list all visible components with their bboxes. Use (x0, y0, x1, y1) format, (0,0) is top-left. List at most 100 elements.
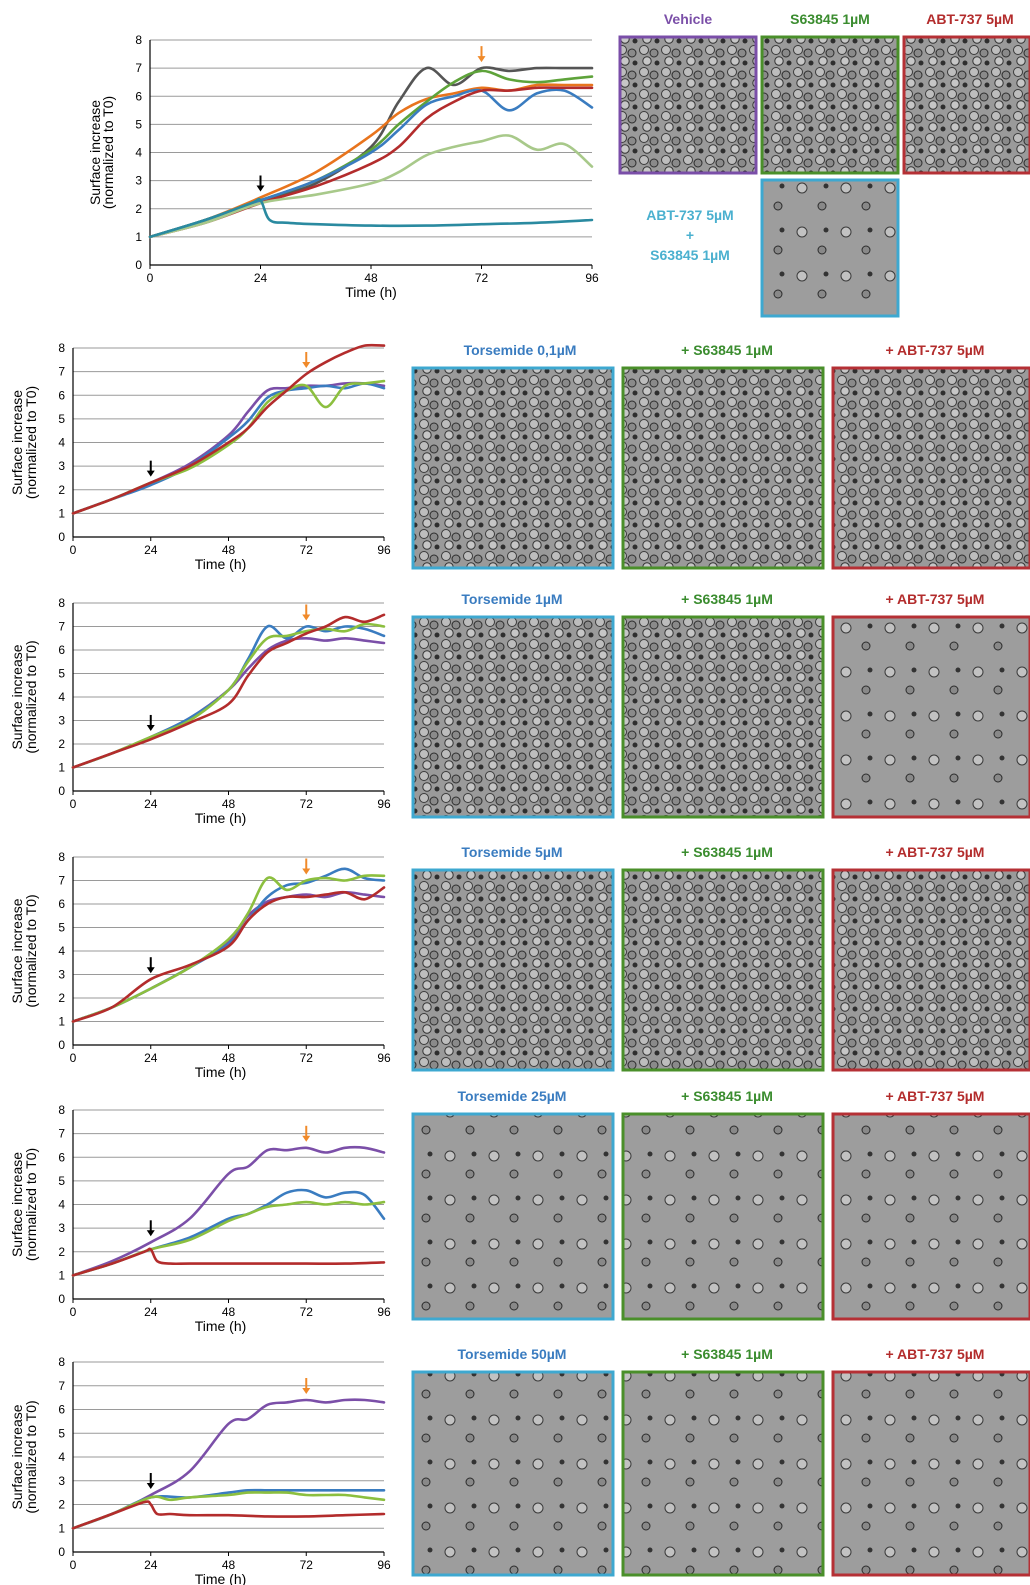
series-line (71, 1247, 386, 1277)
abt737-title: + ABT-737 5µM (886, 591, 985, 607)
black-arrow-head (146, 1230, 155, 1237)
series-line (71, 379, 386, 515)
s63845-label: S63845 1µM (790, 11, 870, 27)
x-tick-label: 0 (70, 1051, 77, 1065)
y-tick-label: 3 (135, 174, 142, 188)
x-tick-label: 24 (144, 797, 158, 811)
s63845-title: + S63845 1µM (681, 591, 773, 607)
torsemide-micrograph (411, 868, 615, 1072)
y-axis-label-unit: (normalized to T0) (23, 1148, 39, 1261)
y-tick-label: 1 (135, 230, 142, 244)
x-tick-label: 0 (147, 271, 154, 285)
torsemide-micrograph (411, 1370, 615, 1577)
y-axis-label-unit: (normalized to T0) (100, 96, 116, 209)
vehicle-micrograph (618, 35, 758, 175)
series-line (71, 343, 386, 515)
x-tick-label: 48 (222, 543, 236, 557)
combo-label-line2: S63845 1µM (650, 247, 730, 263)
torsemide-title: Torsemide 1µM (461, 591, 562, 607)
s63845-micrograph (621, 868, 825, 1072)
y-tick-label: 0 (58, 1038, 65, 1052)
s63845-title: + S63845 1µM (681, 342, 773, 358)
y-tick-label: 3 (58, 714, 65, 728)
y-tick-label: 4 (135, 146, 142, 160)
chart-row-4: 0 1 2 3 4 5 6 7 8 0 24 48 72 96 Time (h) Surface increa… (9, 1103, 391, 1334)
x-tick-label: 48 (222, 1051, 236, 1065)
y-tick-label: 7 (58, 620, 65, 634)
series-line (71, 622, 386, 769)
y-tick-label: 8 (58, 1103, 65, 1117)
y-tick-label: 0 (58, 1292, 65, 1306)
series-line (71, 613, 386, 769)
y-tick-label: 5 (58, 1174, 65, 1188)
abt737-micrograph (831, 1370, 1030, 1577)
x-tick-label: 24 (144, 543, 158, 557)
orange-arrow-head (302, 868, 311, 875)
x-tick-label: 72 (475, 271, 489, 285)
y-tick-label: 4 (58, 944, 65, 958)
orange-arrow-head (302, 1388, 311, 1394)
y-tick-label: 0 (58, 784, 65, 798)
y-tick-label: 2 (58, 1245, 65, 1259)
series-line (148, 83, 594, 239)
black-arrow-head (146, 967, 155, 974)
torsemide-micrograph (411, 1112, 615, 1321)
abt737-title: + ABT-737 5µM (886, 1346, 985, 1362)
y-axis-label-unit: (normalized to T0) (23, 640, 39, 753)
abt737-title: + ABT-737 5µM (886, 844, 985, 860)
series-line (71, 381, 386, 515)
x-axis-label: Time (h) (195, 810, 247, 826)
orange-arrow-head (477, 56, 486, 63)
y-tick-label: 5 (58, 1426, 65, 1440)
x-tick-label: 72 (300, 1051, 314, 1065)
row-3-images: Torsemide 5µM + S63845 1µM + ABT-737 5µM (411, 844, 1030, 1072)
y-axis-label-unit: (normalized to T0) (23, 1400, 39, 1513)
y-axis-label: Surface increase (9, 1404, 25, 1509)
abt737-micrograph (831, 615, 1030, 819)
y-axis-label: Surface increase (9, 644, 25, 749)
series-line (71, 1398, 386, 1530)
series-line (148, 197, 594, 239)
x-tick-label: 48 (222, 797, 236, 811)
y-tick-label: 3 (58, 1221, 65, 1235)
series-line (71, 1145, 386, 1277)
combo-label-plus: + (686, 227, 694, 243)
x-tick-label: 72 (300, 1558, 314, 1572)
y-tick-label: 5 (58, 921, 65, 935)
vehicle-label: Vehicle (664, 11, 712, 27)
y-axis-label: Surface increase (9, 1152, 25, 1257)
y-tick-label: 6 (58, 897, 65, 911)
y-tick-label: 1 (58, 506, 65, 520)
y-tick-label: 1 (58, 761, 65, 775)
x-tick-label: 96 (377, 797, 391, 811)
x-tick-label: 48 (364, 271, 378, 285)
series-line (71, 382, 386, 515)
x-tick-label: 72 (300, 1305, 314, 1319)
series-line (71, 874, 386, 1023)
x-tick-label: 96 (377, 1558, 391, 1572)
x-tick-label: 24 (144, 1305, 158, 1319)
y-tick-label: 8 (135, 33, 142, 47)
orange-arrow-head (302, 614, 311, 621)
x-tick-label: 24 (144, 1051, 158, 1065)
y-axis-label-unit: (normalized to T0) (23, 894, 39, 1007)
black-arrow-head (256, 185, 265, 192)
y-tick-label: 2 (58, 991, 65, 1005)
y-tick-label: 2 (135, 202, 142, 216)
y-tick-label: 5 (58, 667, 65, 681)
x-tick-label: 0 (70, 1305, 77, 1319)
y-axis-label-unit: (normalized to T0) (23, 386, 39, 499)
row-2-images: Torsemide 1µM + S63845 1µM + ABT-737 5µM (411, 591, 1030, 819)
combo-label-line1: ABT-737 5µM (646, 207, 733, 223)
s63845-micrograph (760, 35, 900, 175)
x-tick-label: 96 (585, 271, 599, 285)
y-tick-label: 7 (58, 1127, 65, 1141)
chart-top: 0 1 2 3 4 5 6 7 8 0 24 48 72 96 Time (h) Surface increa… (87, 33, 599, 300)
black-arrow-head (146, 470, 155, 477)
s63845-micrograph (621, 1112, 825, 1321)
chart-row-2: 0 1 2 3 4 5 6 7 8 0 24 48 72 96 Time (h) Surface increa… (9, 596, 391, 826)
torsemide-title: Torsemide 50µM (458, 1346, 567, 1362)
series-line (71, 886, 386, 1023)
y-axis-label: Surface increase (87, 100, 103, 205)
